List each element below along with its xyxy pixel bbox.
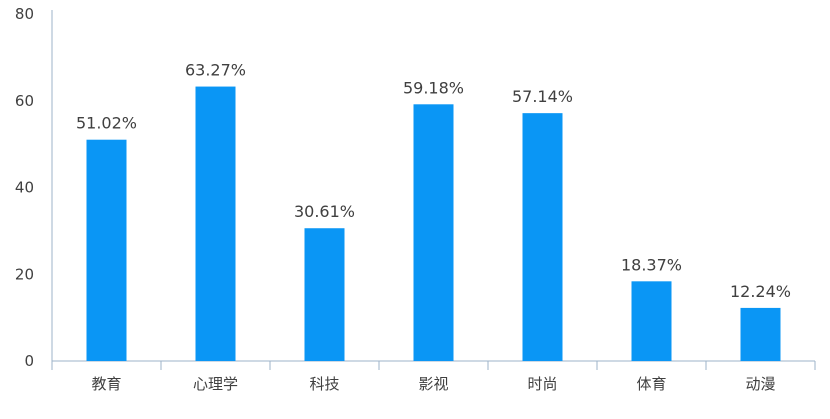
y-tick-label: 80 — [15, 5, 34, 23]
bar-3 — [304, 228, 345, 361]
bar-7 — [740, 307, 781, 361]
y-tick-label: 20 — [15, 265, 34, 283]
data-label: 57.14% — [512, 87, 573, 106]
y-tick-label: 40 — [15, 179, 34, 197]
data-label: 30.61% — [294, 202, 355, 221]
x-tick-label: 教育 — [91, 375, 121, 393]
x-tick-label: 时尚 — [527, 375, 557, 393]
x-tick-label: 影视 — [418, 375, 448, 393]
data-label: 18.37% — [621, 255, 682, 274]
data-labels: 51.02% 63.27% 30.61% 59.18% 57.14% 18.37% 12.2… — [76, 61, 791, 301]
data-label: 12.24% — [730, 282, 791, 301]
data-label: 51.02% — [76, 114, 137, 133]
y-tick-label: 0 — [24, 352, 34, 370]
bar-5 — [522, 113, 563, 362]
bars — [86, 86, 781, 362]
x-tick-label: 体育 — [636, 375, 666, 393]
data-label: 63.27% — [185, 61, 246, 80]
bar-2 — [195, 86, 236, 361]
data-label: 59.18% — [403, 78, 464, 97]
x-tick-label: 心理学 — [193, 375, 238, 393]
x-axis: 教育 心理学 科技 影视 时尚 体育 动漫 — [51, 360, 816, 393]
y-tick-label: 60 — [15, 92, 34, 110]
y-axis: 0 20 40 60 80 — [15, 5, 53, 370]
bar-4 — [413, 104, 454, 361]
x-tick-label: 科技 — [309, 375, 339, 393]
x-tick-label: 动漫 — [745, 375, 775, 393]
bar-6 — [631, 281, 672, 361]
bar-1 — [86, 139, 127, 361]
